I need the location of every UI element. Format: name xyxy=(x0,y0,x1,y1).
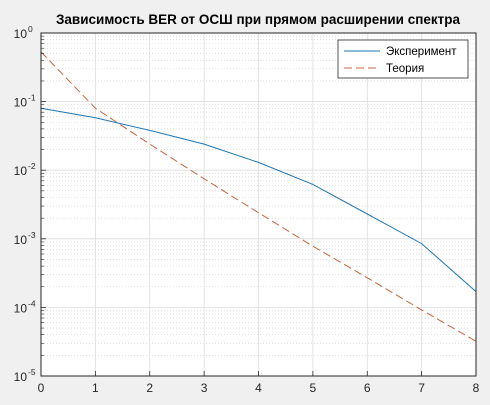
series-line-1 xyxy=(40,107,477,292)
chart-title: Зависимость BER от ОСШ при прямом расшир… xyxy=(56,12,461,27)
x-tick-label: 0 xyxy=(38,381,45,395)
y-tick-exponent: -5 xyxy=(28,367,36,377)
x-tick-label: 6 xyxy=(364,381,371,395)
y-tick-label: 10 xyxy=(14,233,28,247)
y-tick-label: 10 xyxy=(14,27,28,41)
legend-label-1: Эксперимент xyxy=(386,46,457,58)
y-tick-exponent: -3 xyxy=(28,230,36,240)
legend-label-2: Теория xyxy=(386,63,424,75)
x-tick-label: 1 xyxy=(92,381,99,395)
y-tick-label: 10 xyxy=(14,96,28,110)
x-tick-label: 8 xyxy=(473,381,480,395)
y-tick-exponent: -4 xyxy=(28,298,36,308)
x-tick-label: 5 xyxy=(310,381,317,395)
series-lines xyxy=(40,51,477,342)
x-tick-label: 3 xyxy=(201,381,208,395)
x-tick-label: 7 xyxy=(418,381,425,395)
y-tick-label: 10 xyxy=(14,301,28,315)
y-tick-exponent: -2 xyxy=(28,161,36,171)
y-tick-exponent: 0 xyxy=(28,24,33,34)
y-tick-exponent: -1 xyxy=(28,93,36,103)
y-tick-label: 10 xyxy=(14,370,28,384)
legend: Эксперимент Теория xyxy=(337,39,469,79)
axis-ticks: 10 010 -110 -210 -310 -410 -50 1 2 3 4 5 6 7 8 xyxy=(14,24,480,395)
y-tick-label: 10 xyxy=(14,164,28,178)
legend-box xyxy=(337,39,469,79)
x-tick-label: 2 xyxy=(146,381,153,395)
x-tick-label: 4 xyxy=(255,381,262,395)
series-line-2 xyxy=(40,51,477,342)
